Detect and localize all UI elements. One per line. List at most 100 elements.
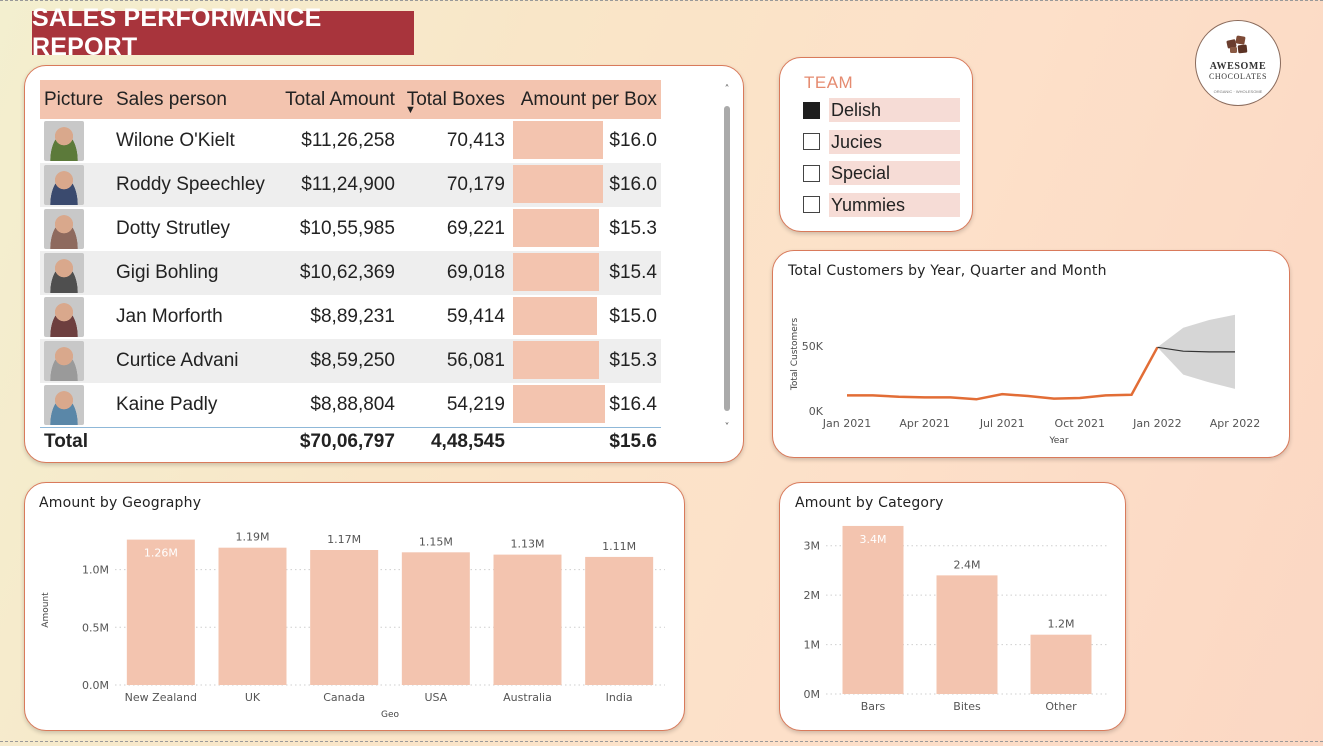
avatar xyxy=(44,253,84,293)
team-checkbox[interactable] xyxy=(803,101,820,119)
amount-per-box-value: $15.3 xyxy=(609,218,657,239)
logo-line1: AWESOME xyxy=(1209,60,1267,72)
cat-chart-title: Amount by Category xyxy=(795,495,944,511)
chocolate-icon xyxy=(1226,35,1248,53)
total-boxes-cell: 54,219 xyxy=(446,393,505,415)
avatar-cell xyxy=(40,339,112,383)
bar[interactable] xyxy=(1030,634,1092,694)
table-row[interactable]: Gigi Bohling $10,62,369 69,018 $15.4 xyxy=(40,251,661,295)
logo-line3: ORGANIC · WHOLESOME xyxy=(1213,88,1263,94)
total-boxes-cell: 69,018 xyxy=(398,251,509,295)
column-header-total-amount[interactable]: Total Amount xyxy=(268,80,399,119)
amount-per-box-cell: $15.0 xyxy=(509,295,661,339)
amount-per-box-value: $16.0 xyxy=(609,174,657,195)
avatar xyxy=(44,297,84,337)
data-label: 1.15M xyxy=(419,535,453,548)
bar[interactable] xyxy=(936,575,998,694)
table-row[interactable]: Wilone O'Kielt $11,26,258 70,413 $16.0 xyxy=(40,119,661,163)
team-option-special[interactable]: Special xyxy=(803,161,960,185)
team-option-yummies[interactable]: Yummies xyxy=(803,192,960,217)
column-header-total-boxes[interactable]: Total Boxes ▼ xyxy=(398,80,509,119)
scroll-up-icon[interactable]: ˄ xyxy=(724,84,730,95)
avatar-cell xyxy=(40,207,112,251)
amount-per-box-bar xyxy=(512,165,603,203)
team-checkbox[interactable] xyxy=(803,164,820,182)
y-axis-title: Total Customers xyxy=(790,318,800,392)
y-tick-label: 3M xyxy=(804,540,821,553)
total-boxes-cell: 70,413 xyxy=(446,130,505,151)
x-tick-label: Other xyxy=(1045,700,1077,713)
amount-per-box-cell: $16.0 xyxy=(509,119,661,163)
table-row[interactable]: Dotty Strutley $10,55,985 69,221 $15.3 xyxy=(40,207,661,251)
y-tick-label: 1M xyxy=(804,639,821,652)
bar[interactable] xyxy=(126,539,195,685)
y-tick-label: 2M xyxy=(804,589,821,602)
table-row[interactable]: Roddy Speechley $11,24,900 70,179 $16.0 xyxy=(40,163,661,207)
team-checkbox[interactable] xyxy=(803,133,820,150)
x-tick-label: Bites xyxy=(953,700,981,713)
company-logo: AWESOME CHOCOLATES ORGANIC · WHOLESOME xyxy=(1195,20,1281,106)
team-option-delish[interactable]: Delish xyxy=(803,98,960,122)
amount-per-box-value: $15.3 xyxy=(609,350,657,371)
table-row[interactable]: Curtice Advani $8,59,250 56,081 $15.3 xyxy=(40,339,661,383)
table-row[interactable]: Kaine Padly $8,88,804 54,219 $16.4 xyxy=(40,383,661,427)
geography-bar-chart: 0.0M 0.5M 1.0M 1.26M New Zealand 1.19M UK 1.17M… xyxy=(41,531,665,720)
report-title: SALES PERFORMANCE REPORT xyxy=(32,4,414,61)
total-boxes-cell: 70,179 xyxy=(398,163,509,207)
amount-per-box-cell: $15.3 xyxy=(509,207,661,251)
column-header-total-boxes-label: Total Boxes xyxy=(406,88,505,110)
x-tick-label: Jan 2021 xyxy=(822,417,871,430)
actual-line[interactable] xyxy=(847,346,1159,401)
total-amount-cell: $11,26,258 xyxy=(301,130,395,151)
bar[interactable] xyxy=(842,525,904,694)
bar[interactable] xyxy=(218,547,287,685)
data-label: 1.17M xyxy=(327,533,361,546)
scroll-thumb[interactable] xyxy=(724,106,730,411)
total-boxes-cell: 59,414 xyxy=(446,306,505,327)
team-slicer-title: TEAM xyxy=(804,73,854,92)
top-divider xyxy=(0,0,1323,2)
category-bar-chart: 0M 1M 2M 3M 3.4M Bars 2.4M Bites 1.2M Other xyxy=(804,525,1108,713)
x-tick-label: Apr 2022 xyxy=(1210,417,1261,430)
amount-per-box-bar xyxy=(512,297,598,335)
table-scrollbar[interactable]: ˄ ˅ xyxy=(722,84,732,434)
table-row[interactable]: Jan Morforth $8,89,231 59,414 $15.0 xyxy=(40,295,661,339)
avatar xyxy=(44,121,84,161)
total-amount-cell: $11,24,900 xyxy=(268,163,399,207)
amount-per-box-bar xyxy=(512,209,599,247)
amount-per-box-value: $15.4 xyxy=(609,262,657,283)
bar[interactable] xyxy=(310,550,379,685)
team-option-jucies[interactable]: Jucies xyxy=(803,129,960,154)
category-bar-chart-card: Amount by Category 0M 1M 2M 3M 3.4M Bars 2.4M B… xyxy=(779,482,1126,731)
x-tick-label: USA xyxy=(424,691,447,704)
team-option-label: Yummies xyxy=(829,192,960,217)
sales-person-name: Roddy Speechley xyxy=(112,163,269,207)
data-label: 2.4M xyxy=(954,558,981,571)
column-header-amount-per-box[interactable]: Amount per Box xyxy=(508,80,661,119)
scroll-down-icon[interactable]: ˅ xyxy=(724,422,730,433)
amount-per-box-value: $16.4 xyxy=(609,393,657,415)
sort-descending-icon[interactable]: ▼ xyxy=(404,104,416,116)
line-chart: 0K 50K Jan 2021 Apr 2021 Jul 2021 Oct 2021 Jan… xyxy=(790,314,1261,446)
y-tick-label: 0K xyxy=(809,405,824,418)
forecast-line[interactable] xyxy=(1157,346,1235,353)
x-tick-label: Bars xyxy=(861,700,886,713)
sales-person-name: Curtice Advani xyxy=(112,339,269,383)
bar[interactable] xyxy=(493,554,562,685)
amount-per-box-cell: $15.4 xyxy=(508,251,661,295)
bar[interactable] xyxy=(585,556,654,685)
x-tick-label: Australia xyxy=(503,691,552,704)
bar[interactable] xyxy=(401,552,470,685)
avatar xyxy=(44,209,84,249)
data-label: 1.2M xyxy=(1048,618,1075,631)
avatar-cell xyxy=(40,163,112,207)
amount-per-box-value: $15.0 xyxy=(609,306,657,327)
column-header-picture[interactable]: Picture xyxy=(40,80,112,119)
avatar xyxy=(44,384,84,425)
x-tick-label: Oct 2021 xyxy=(1055,417,1106,430)
column-header-sales-person[interactable]: Sales person xyxy=(112,80,269,119)
team-checkbox[interactable] xyxy=(803,196,820,213)
x-axis-title: Geo xyxy=(381,710,400,720)
sales-person-name: Wilone O'Kielt xyxy=(116,130,235,151)
x-tick-label: Apr 2021 xyxy=(899,417,950,430)
